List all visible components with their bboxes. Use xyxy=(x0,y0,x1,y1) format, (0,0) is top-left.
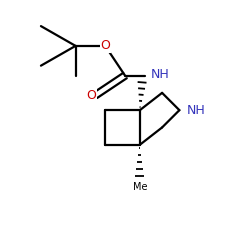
Text: NH: NH xyxy=(151,68,170,81)
Text: NH: NH xyxy=(187,104,206,117)
Text: Me: Me xyxy=(132,182,147,192)
Text: O: O xyxy=(100,40,110,52)
Text: O: O xyxy=(87,89,97,102)
